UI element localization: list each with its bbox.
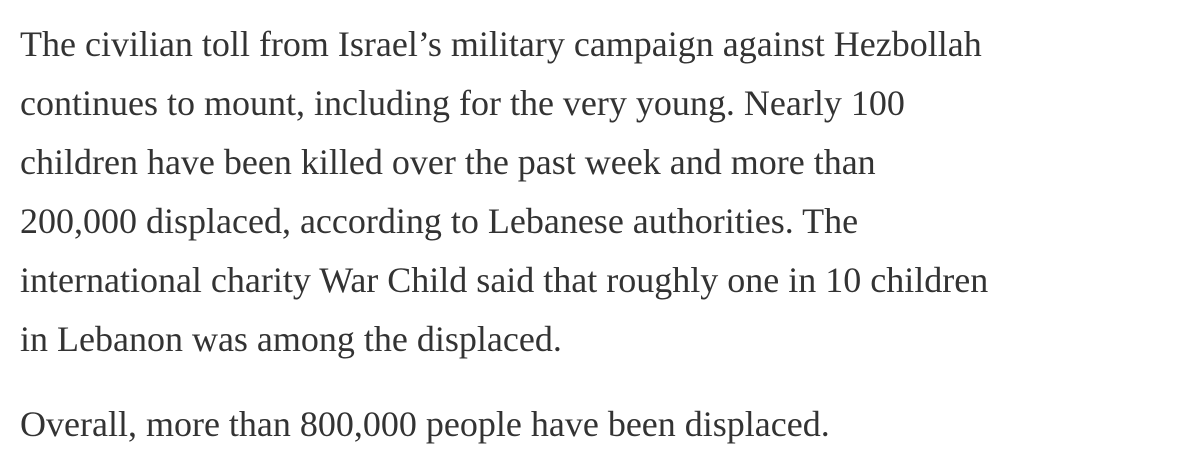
text-line: international charity War Child said tha… <box>20 260 989 300</box>
text-line: The civilian toll from Israel’s military… <box>20 24 982 64</box>
paragraph: The civilian toll from Israel’s military… <box>20 15 1200 369</box>
article: The civilian toll from Israel’s military… <box>20 15 1200 454</box>
paragraph: Overall, more than 800,000 people have b… <box>20 395 1200 454</box>
text-line: Overall, more than 800,000 people have b… <box>20 404 830 444</box>
text-line: children have been killed over the past … <box>20 142 876 182</box>
text-line: in Lebanon was among the displaced. <box>20 319 562 359</box>
text-line: 200,000 displaced, according to Lebanese… <box>20 201 859 241</box>
text-line: continues to mount, including for the ve… <box>20 83 905 123</box>
